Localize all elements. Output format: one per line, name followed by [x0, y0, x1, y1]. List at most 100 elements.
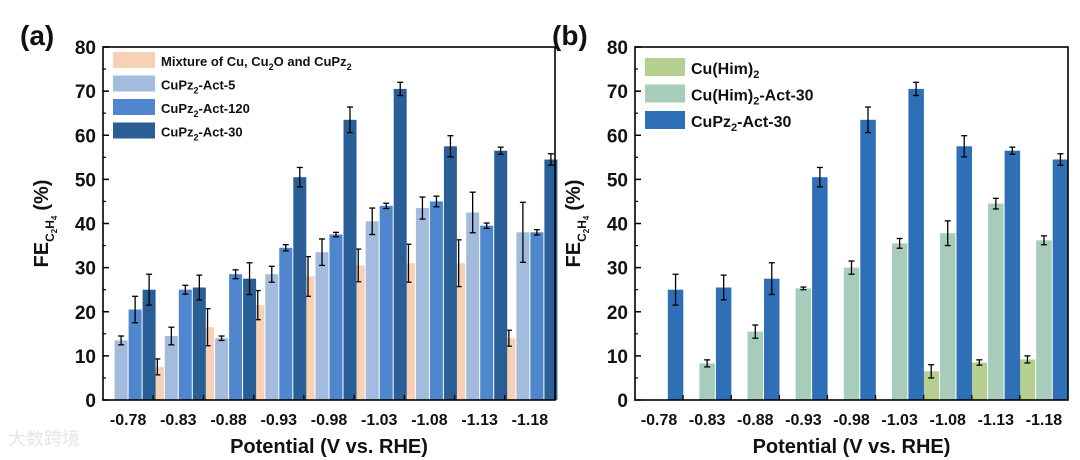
y-tick-label: 10	[607, 347, 628, 368]
bar	[1052, 159, 1069, 400]
y-axis-title-subscript: H	[575, 220, 589, 229]
x-tick-label: -0.83	[160, 412, 197, 429]
bar	[1036, 240, 1052, 400]
bar	[699, 363, 715, 400]
bar	[923, 371, 939, 400]
bar	[764, 278, 780, 400]
bar	[715, 287, 732, 400]
y-axis-title: FEC2H4 (%)	[563, 180, 591, 268]
y-tick-label: 0	[617, 391, 628, 412]
panel-label: (a)	[20, 20, 54, 51]
bar	[229, 274, 243, 400]
bar	[812, 177, 828, 400]
legend-text: Mixture of Cu, Cu	[161, 54, 269, 69]
y-tick-label: 10	[75, 347, 96, 368]
bar	[393, 88, 407, 401]
legend-subscript: 2	[269, 62, 274, 72]
y-tick-label: 70	[75, 82, 96, 103]
bar	[466, 212, 480, 400]
legend-swatch	[645, 111, 685, 129]
bar	[988, 203, 1004, 400]
y-tick-label: 30	[607, 259, 628, 280]
series-2	[699, 197, 1052, 400]
x-tick-label: -1.08	[929, 412, 966, 429]
legend-swatch	[113, 122, 155, 139]
x-tick-label: -0.98	[311, 412, 348, 429]
x-tick-label: -0.88	[210, 412, 247, 429]
x-tick-label: -0.93	[785, 412, 822, 429]
legend-subscript: 2	[753, 96, 759, 108]
legend-label: Cu(Him)2-Act-30	[691, 88, 814, 108]
y-tick-label: 20	[607, 303, 628, 324]
legend-swatch	[645, 58, 685, 76]
legend-subscript: 2	[753, 69, 759, 81]
y-axis-title-subscript: 2	[50, 228, 59, 233]
bar	[315, 252, 329, 400]
bar	[429, 201, 443, 400]
bar	[891, 243, 908, 400]
bar	[343, 119, 357, 401]
legend-text: -Act-30	[759, 88, 813, 105]
y-axis-title-subscript: C	[575, 233, 589, 242]
series-2	[114, 191, 530, 400]
y-tick-label: 60	[607, 126, 628, 147]
legend-subscript: 2	[194, 86, 199, 96]
y-tick-label: 20	[75, 303, 96, 324]
panel-a: (a) 0 10 20 30 40 50 60 70 80 -0.78 -0.83 -0.88 -0.93…	[20, 20, 558, 458]
legend-swatch	[113, 99, 155, 115]
bar	[795, 288, 812, 400]
bar	[443, 146, 457, 400]
y-axis-title-main: FE	[31, 242, 53, 268]
series-3	[667, 81, 1069, 401]
y-axis-title-subscript: 2	[582, 228, 591, 233]
bar	[530, 232, 544, 400]
y-axis-title-subscript: C	[43, 233, 57, 242]
y-tick-label: 40	[607, 215, 628, 236]
legend-label: CuPz2-Act-120	[161, 101, 250, 119]
x-tick-label: -0.88	[737, 412, 774, 429]
bar	[956, 146, 972, 400]
legend-subscript: 2	[194, 133, 199, 143]
series-3	[128, 195, 544, 400]
legend-text: -Act-5	[199, 78, 236, 93]
y-tick-label: 70	[607, 82, 628, 103]
x-tick-label: -1.03	[881, 412, 918, 429]
legend-text: -Act-30	[737, 114, 791, 131]
legend-text: CuPz	[161, 125, 194, 140]
bar	[243, 278, 257, 400]
x-tick-label: -1.13	[461, 412, 498, 429]
y-tick-label: 50	[75, 170, 96, 191]
bar	[480, 225, 494, 400]
y-tick-label: 0	[85, 391, 96, 412]
x-tick-label: -1.18	[512, 412, 549, 429]
y-axis-title-subscript: H	[43, 220, 57, 229]
legend-label: CuPz2-Act-5	[161, 78, 235, 96]
x-tick-label: -0.78	[641, 412, 678, 429]
bar	[747, 331, 763, 400]
bar	[940, 233, 956, 400]
legend-swatch	[645, 84, 685, 103]
bar	[114, 340, 128, 400]
legend-text: Cu(Him)	[691, 88, 753, 105]
legend-text: CuPz	[161, 78, 194, 93]
panel-label: (b)	[552, 20, 588, 51]
y-axis-title-unit: (%)	[31, 180, 53, 211]
legend-subscript: 2	[731, 122, 737, 134]
legend-label: Cu(Him)2	[691, 61, 759, 81]
legend-label: CuPz2-Act-30	[161, 125, 243, 143]
bar	[379, 205, 393, 400]
y-tick-label: 60	[75, 126, 96, 147]
x-tick-label: -0.98	[833, 412, 870, 429]
bar	[192, 287, 206, 400]
legend-text: Cu(Him)	[691, 61, 753, 78]
legend-subscript: 2	[194, 109, 199, 119]
legend: Mixture of Cu, Cu2O and CuPz2CuPz2-Act-5…	[113, 52, 352, 143]
x-tick-label: -1.08	[411, 412, 448, 429]
series-1	[923, 355, 1036, 400]
x-tick-label: -0.93	[261, 412, 298, 429]
bar	[293, 177, 307, 400]
legend-text: O and CuPz	[274, 54, 347, 69]
bar	[178, 289, 192, 400]
